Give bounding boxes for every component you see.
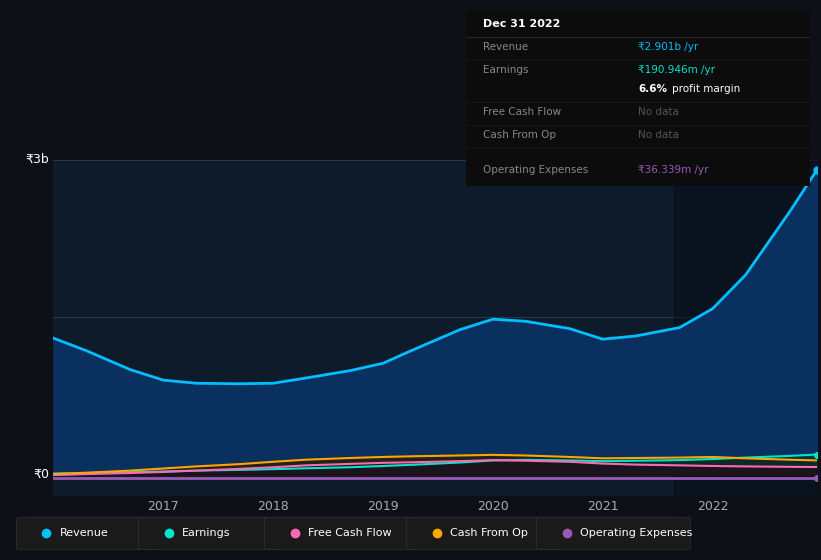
FancyBboxPatch shape — [537, 517, 690, 549]
Bar — [674, 160, 817, 496]
FancyBboxPatch shape — [139, 517, 281, 549]
Text: No data: No data — [638, 130, 679, 141]
Text: Revenue: Revenue — [60, 529, 108, 538]
Text: ₹36.339m /yr: ₹36.339m /yr — [638, 165, 709, 175]
FancyBboxPatch shape — [16, 517, 158, 549]
Text: Earnings: Earnings — [182, 529, 231, 538]
FancyBboxPatch shape — [406, 517, 560, 549]
Text: Dec 31 2022: Dec 31 2022 — [483, 19, 560, 29]
Text: ₹2.901b /yr: ₹2.901b /yr — [638, 43, 698, 52]
Text: ₹0: ₹0 — [34, 468, 49, 481]
Text: Cash From Op: Cash From Op — [450, 529, 528, 538]
Text: Operating Expenses: Operating Expenses — [580, 529, 692, 538]
Text: Free Cash Flow: Free Cash Flow — [308, 529, 392, 538]
Text: Operating Expenses: Operating Expenses — [483, 165, 588, 175]
Text: Earnings: Earnings — [483, 66, 528, 76]
Text: No data: No data — [638, 108, 679, 118]
Text: Cash From Op: Cash From Op — [483, 130, 556, 141]
Text: profit margin: profit margin — [672, 84, 741, 94]
Text: Free Cash Flow: Free Cash Flow — [483, 108, 561, 118]
Text: Revenue: Revenue — [483, 43, 528, 52]
Text: ₹3b: ₹3b — [25, 153, 49, 166]
Text: 6.6%: 6.6% — [638, 84, 667, 94]
Text: ₹190.946m /yr: ₹190.946m /yr — [638, 66, 715, 76]
FancyBboxPatch shape — [264, 517, 419, 549]
